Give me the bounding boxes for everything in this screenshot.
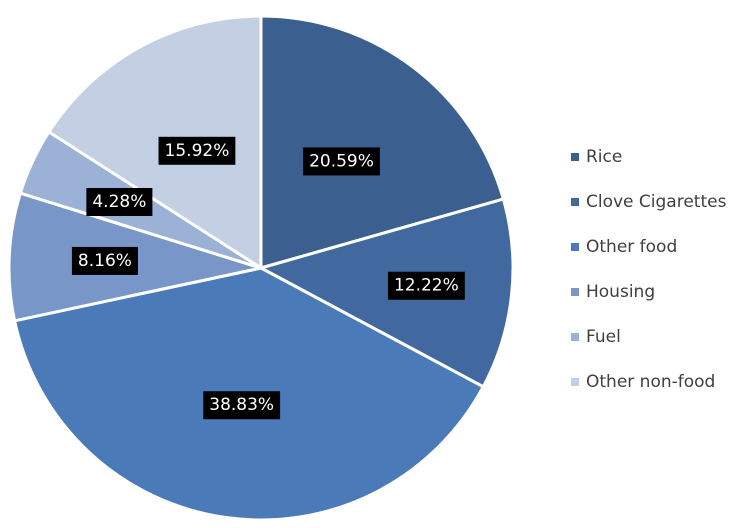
data-label-housing: 8.16%: [71, 246, 138, 275]
legend-swatch: [571, 243, 579, 251]
data-label-box: [303, 147, 380, 176]
data-label-other-food: 38.83%: [203, 391, 281, 420]
legend-label: Other food: [586, 237, 677, 257]
legend-label: Other non-food: [586, 372, 715, 392]
data-label-text: 8.16%: [78, 251, 132, 271]
legend-item-fuel: Fuel: [571, 327, 621, 347]
legend-swatch: [571, 333, 579, 341]
data-label-text: 15.92%: [165, 141, 230, 161]
data-label-rice: 20.59%: [303, 147, 380, 176]
data-label-box: [86, 188, 153, 217]
data-label-text: 4.28%: [92, 192, 146, 212]
data-label-box: [203, 391, 281, 420]
data-label-box: [71, 246, 138, 275]
legend-label: Fuel: [586, 327, 621, 347]
legend: Rice Clove Cigarettes Other food Housing Fue…: [571, 147, 727, 392]
data-label-other-non-food: 15.92%: [158, 136, 236, 165]
legend-item-other-food: Other food: [571, 237, 677, 257]
data-label-text: 20.59%: [309, 151, 374, 171]
legend-label: Rice: [586, 147, 622, 167]
data-labels: 20.59% 12.22% 38.83% 8.16% 4.28% 15.92%: [71, 136, 465, 420]
legend-label: Clove Cigarettes: [586, 192, 727, 212]
data-label-text: 12.22%: [394, 276, 459, 296]
data-label-box: [387, 271, 465, 300]
legend-label: Housing: [586, 282, 655, 302]
legend-swatch: [571, 288, 579, 296]
legend-item-housing: Housing: [571, 282, 655, 302]
pie-slice-other-non-food: [47, 14, 263, 270]
legend-item-rice: Rice: [571, 147, 622, 167]
data-label-clove-cigarettes: 12.22%: [387, 271, 465, 300]
legend-item-other-non-food: Other non-food: [571, 372, 715, 392]
data-label-fuel: 4.28%: [86, 188, 153, 217]
legend-item-clove-cigarettes: Clove Cigarettes: [571, 192, 727, 212]
legend-swatch: [571, 198, 579, 206]
data-label-box: [158, 136, 236, 165]
legend-swatch: [571, 378, 579, 386]
pie-slice-rice: [259, 14, 505, 270]
data-label-text: 38.83%: [209, 395, 274, 415]
pie-slice-clove-cigarettes: [259, 197, 515, 389]
legend-swatch: [571, 153, 579, 161]
